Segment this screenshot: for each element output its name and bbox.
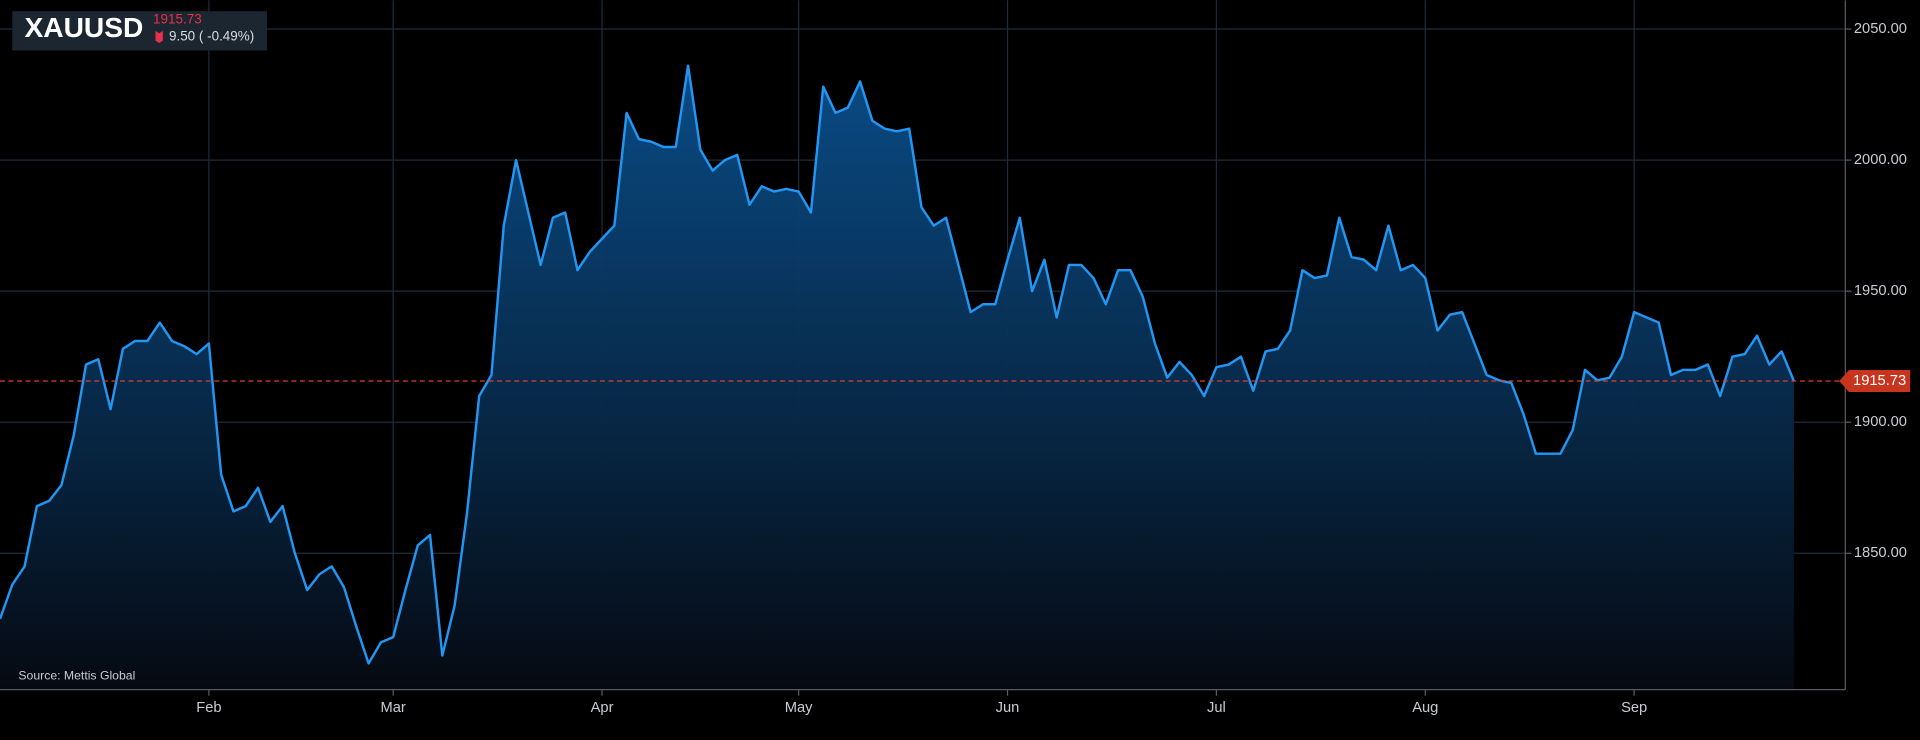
symbol: XAUUSD (24, 12, 143, 43)
y-tick-label: 1900.00 (1854, 414, 1907, 430)
x-tick-label: Sep (1621, 700, 1647, 716)
y-tick-label: 1850.00 (1854, 545, 1907, 561)
y-tick-label: 2050.00 (1854, 21, 1907, 37)
source: Source: Mettis Global (18, 668, 135, 682)
change: 9.50 ( -0.49%) (169, 29, 254, 44)
x-tick-label: Aug (1412, 700, 1438, 716)
x-tick-label: Jul (1207, 700, 1226, 716)
header-price: 1915.73 (153, 11, 202, 26)
x-tick-label: Feb (196, 700, 221, 716)
y-tick-label: 1950.00 (1854, 283, 1907, 299)
area (0, 65, 1794, 690)
header-box (12, 11, 267, 51)
change-icon (155, 30, 163, 44)
x-tick-label: May (785, 700, 813, 716)
y-tick-label: 2000.00 (1854, 152, 1907, 168)
last-price-marker (1839, 369, 1911, 393)
line (0, 64, 1796, 665)
last-price-label: 1915.73 (1853, 373, 1906, 389)
x-tick-label: Jun (996, 700, 1020, 716)
x-tick-label: Apr (591, 700, 614, 716)
x-tick-label: Mar (381, 700, 406, 716)
